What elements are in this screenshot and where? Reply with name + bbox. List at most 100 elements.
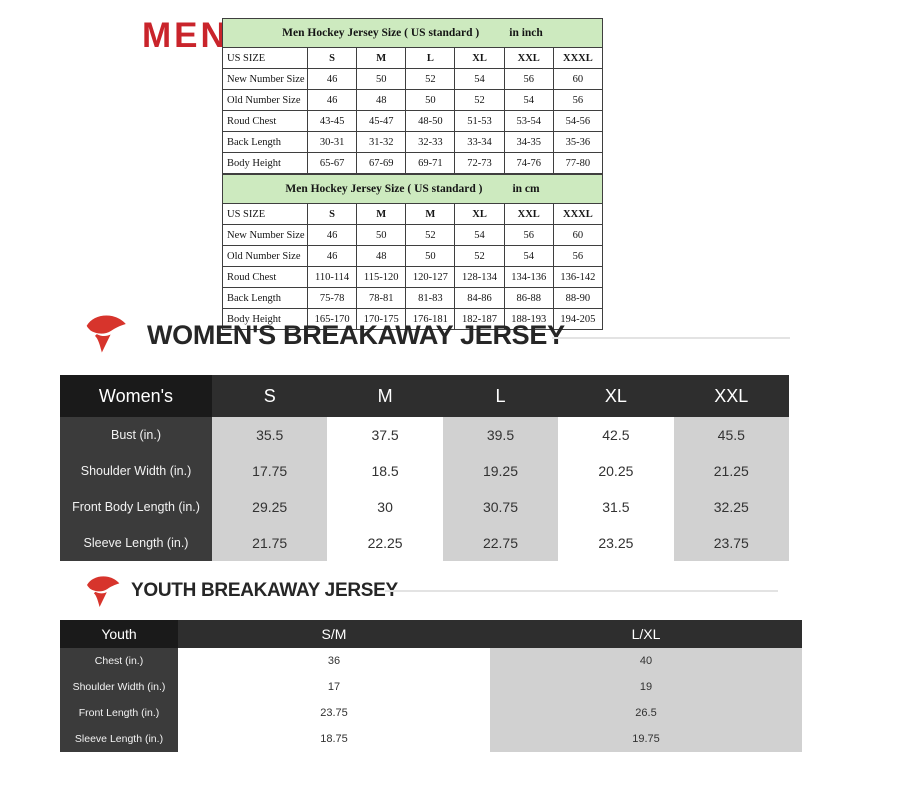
value-cell: 26.5	[490, 700, 802, 726]
value-cell: 36	[178, 648, 490, 674]
value-cell: 21.75	[212, 525, 328, 561]
row-label-cell: Old Number Size	[222, 245, 308, 267]
us-size-label-cell: US SIZE	[222, 47, 308, 69]
value-cell: 51-53	[454, 110, 505, 132]
value-cell: 35.5	[212, 417, 328, 453]
men-data-row: Back Length 30-31 31-32 32-33 33-34 34-35 35-3…	[222, 131, 604, 153]
value-cell: 136-142	[552, 266, 604, 288]
womens-title-divider	[552, 337, 790, 339]
row-label-cell: New Number Size	[222, 224, 308, 246]
value-cell: 29.25	[212, 489, 328, 525]
value-cell: 46	[306, 245, 358, 267]
value-cell: 69-71	[405, 152, 456, 174]
size-header-cell: XXXL	[552, 47, 604, 69]
men-data-row: Roud Chest 110-114 115-120 120-127 128-134 13…	[222, 266, 604, 288]
men-data-row: Roud Chest 43-45 45-47 48-50 51-53 53-54 54-56	[222, 110, 604, 132]
value-cell: 32.25	[673, 489, 789, 525]
men-data-row: Old Number Size 46 48 50 52 54 56	[222, 89, 604, 111]
size-header-cell: S/M	[178, 620, 490, 648]
value-cell: 18.75	[178, 726, 490, 752]
value-cell: 50	[356, 224, 407, 246]
value-cell: 32-33	[405, 131, 456, 153]
value-cell: 60	[552, 224, 604, 246]
value-cell: 39.5	[442, 417, 559, 453]
value-cell: 48-50	[405, 110, 456, 132]
size-header-cell: M	[356, 47, 407, 69]
value-cell: 86-88	[503, 287, 554, 309]
value-cell: 43-45	[306, 110, 358, 132]
value-cell: 50	[356, 68, 407, 90]
size-header-cell: M	[405, 203, 456, 225]
value-cell: 22.75	[442, 525, 559, 561]
size-header-cell: S	[212, 375, 328, 417]
men-size-table-inch: Men Hockey Jersey Size ( US standard ) in…	[222, 18, 604, 174]
value-cell: 17.75	[212, 453, 328, 489]
men-size-tables: Men Hockey Jersey Size ( US standard ) in…	[222, 18, 604, 330]
value-cell: 46	[306, 68, 358, 90]
size-header-cell: XXL	[503, 203, 554, 225]
row-label-cell: Old Number Size	[222, 89, 308, 111]
value-cell: 33-34	[454, 131, 505, 153]
size-header-cell: L	[405, 47, 456, 69]
value-cell: 48	[356, 89, 407, 111]
value-cell: 60	[552, 68, 604, 90]
value-cell: 23.25	[558, 525, 674, 561]
value-cell: 54	[454, 68, 505, 90]
men-section-label: MEN	[142, 16, 229, 55]
value-cell: 88-90	[552, 287, 604, 309]
value-cell: 23.75	[178, 700, 490, 726]
value-cell: 54	[454, 224, 505, 246]
value-cell: 19.75	[490, 726, 802, 752]
men-table-unit-text: in cm	[512, 183, 540, 195]
value-cell: 48	[356, 245, 407, 267]
size-header-cell: XL	[454, 47, 505, 69]
men-table-title-text: Men Hockey Jersey Size ( US standard )	[282, 27, 480, 39]
fanatics-logo-icon	[86, 315, 126, 353]
men-size-header-row: US SIZE S M M XL XXL XXXL	[222, 203, 604, 225]
value-cell: 67-69	[356, 152, 407, 174]
value-cell: 31.5	[558, 489, 674, 525]
row-label-cell: Sleeve Length (in.)	[60, 726, 178, 752]
value-cell: 56	[552, 89, 604, 111]
men-data-row: Body Height 65-67 67-69 69-71 72-73 74-76 77-8…	[222, 152, 604, 174]
value-cell: 84-86	[454, 287, 505, 309]
men-data-row: New Number Size 46 50 52 54 56 60	[222, 224, 604, 246]
men-table-title: Men Hockey Jersey Size ( US standard ) in…	[222, 18, 603, 48]
youth-section-title: YOUTH BREAKAWAY JERSEY	[131, 580, 398, 601]
value-cell: 50	[405, 245, 456, 267]
row-label-cell: Roud Chest	[222, 266, 308, 288]
table-corner-label: Youth	[60, 620, 178, 648]
value-cell: 176-181	[405, 308, 456, 330]
womens-size-table: Women's S M L XL XXL Bust (in.) 35.5 37.5 39.5 42.…	[60, 375, 789, 561]
value-cell: 134-136	[503, 266, 554, 288]
value-cell: 78-81	[356, 287, 407, 309]
row-label-cell: Back Length	[222, 287, 308, 309]
value-cell: 30	[327, 489, 443, 525]
value-cell: 35-36	[552, 131, 604, 153]
row-label-cell: Roud Chest	[222, 110, 308, 132]
value-cell: 50	[405, 89, 456, 111]
value-cell: 40	[490, 648, 802, 674]
value-cell: 18.5	[327, 453, 443, 489]
value-cell: 165-170	[306, 308, 358, 330]
men-data-row: Old Number Size 46 48 50 52 54 56	[222, 245, 604, 267]
men-table-unit-text: in inch	[509, 27, 543, 39]
value-cell: 81-83	[405, 287, 456, 309]
value-cell: 19.25	[442, 453, 559, 489]
size-header-cell: S	[306, 203, 358, 225]
size-header-cell: L	[442, 375, 559, 417]
value-cell: 128-134	[454, 266, 505, 288]
value-cell: 52	[405, 224, 456, 246]
value-cell: 56	[503, 68, 554, 90]
men-table-title-text: Men Hockey Jersey Size ( US standard )	[285, 183, 483, 195]
value-cell: 17	[178, 674, 490, 700]
size-header-cell: XL	[454, 203, 505, 225]
value-cell: 46	[306, 89, 358, 111]
men-table-title-row: Men Hockey Jersey Size ( US standard ) in…	[222, 18, 603, 48]
men-size-table-cm: Men Hockey Jersey Size ( US standard ) in…	[222, 174, 604, 330]
value-cell: 45-47	[356, 110, 407, 132]
men-table-title-row: Men Hockey Jersey Size ( US standard ) in…	[222, 174, 603, 204]
size-header-cell: XXXL	[552, 203, 604, 225]
row-label-cell: Bust (in.)	[60, 417, 212, 453]
value-cell: 31-32	[356, 131, 407, 153]
